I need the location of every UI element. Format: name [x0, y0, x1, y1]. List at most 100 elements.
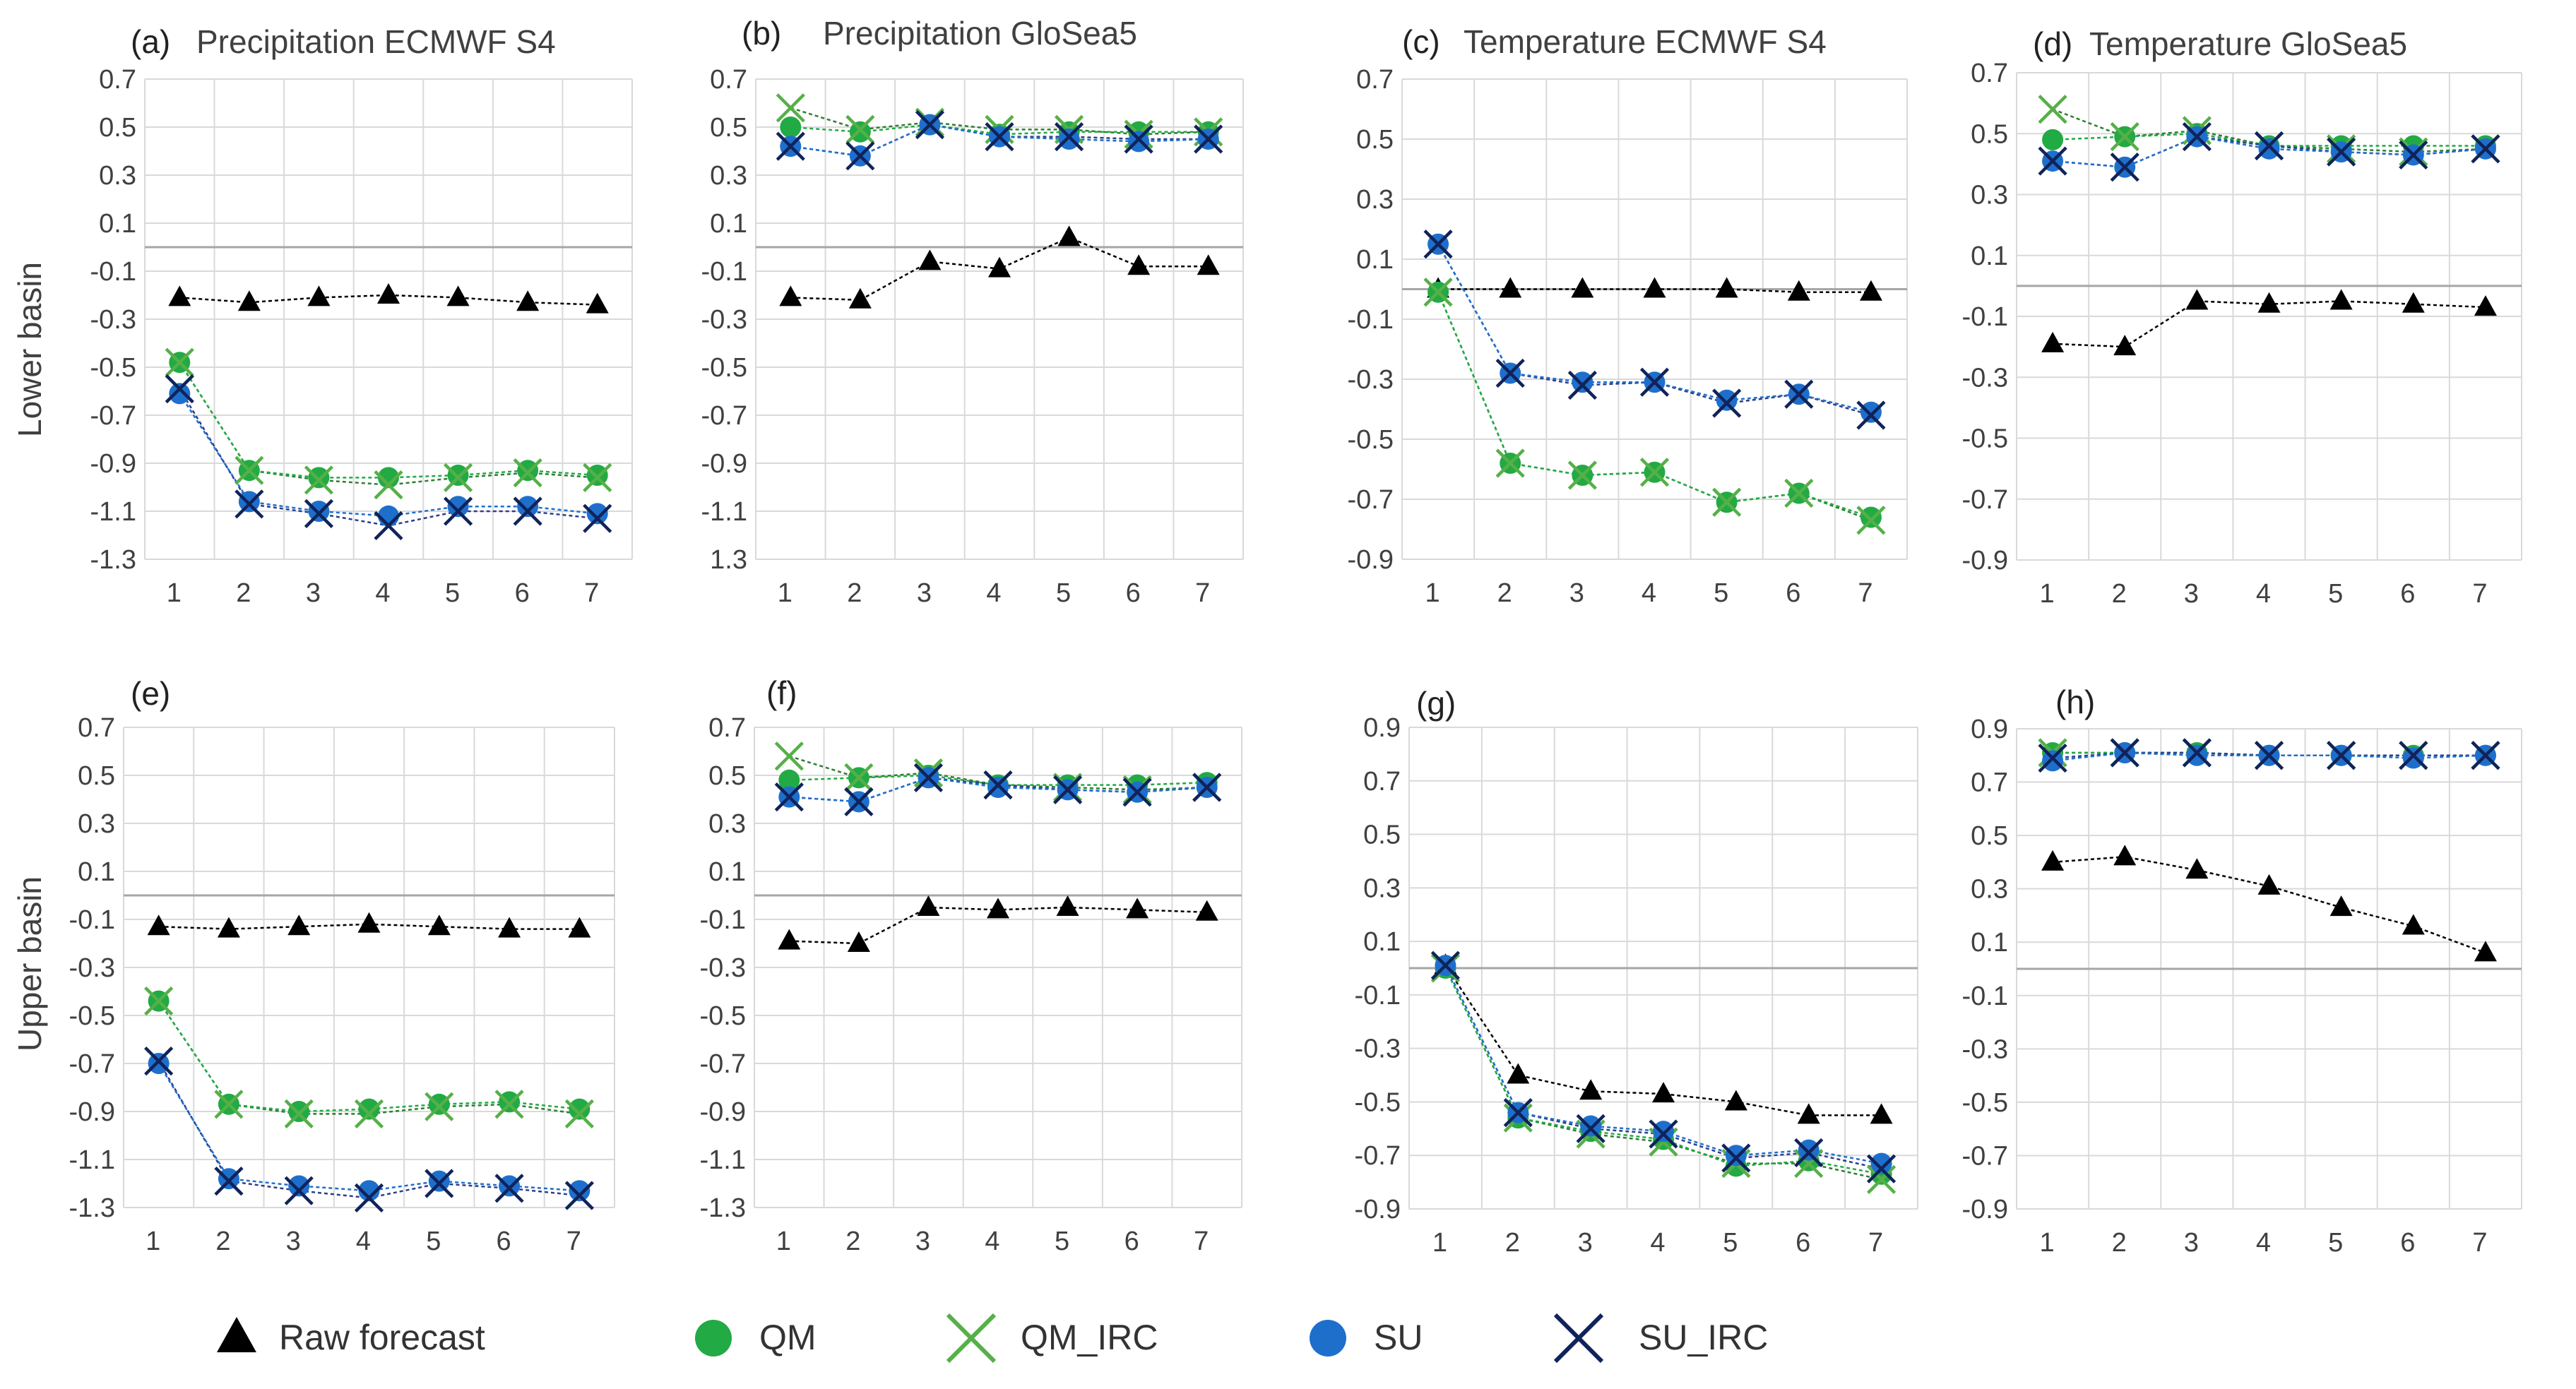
point-su_irc [985, 122, 1014, 152]
x-tick-label: 6 [1126, 578, 1141, 608]
legend-item-qm: QM [695, 1318, 817, 1357]
point-su_irc [844, 787, 874, 816]
point-qm [428, 1093, 450, 1115]
x-tick-label: 7 [1858, 578, 1872, 608]
y-tick-label: -0.5 [1348, 425, 1394, 455]
point-su_irc [1649, 1119, 1678, 1149]
legend-label: QM [759, 1318, 817, 1357]
series-line-qm [179, 362, 598, 479]
point-su_irc [2254, 131, 2284, 161]
point-su [238, 491, 260, 513]
point-qm [499, 1091, 521, 1113]
point-qm_irc [235, 455, 264, 485]
point-su_irc [1576, 1114, 1605, 1143]
point-qm_irc [513, 458, 542, 488]
point-raw [1499, 277, 1522, 298]
point-su_irc [2110, 738, 2139, 768]
x-tick-label: 1 [1432, 1228, 1447, 1258]
point-su [1716, 389, 1738, 411]
point-su_irc [1567, 370, 1597, 400]
point-qm [780, 117, 802, 138]
y-tick-label: -0.1 [700, 905, 746, 935]
x-tick-label: 3 [306, 578, 321, 608]
x-tick-label: 3 [2184, 1228, 2199, 1258]
point-qm [288, 1101, 310, 1122]
y-tick-label: -1.3 [90, 545, 136, 575]
point-su_irc [1052, 775, 1083, 804]
y-tick-label: 0.7 [710, 65, 747, 95]
y-tick-label: 0.1 [78, 857, 115, 887]
point-su_irc [374, 511, 403, 540]
point-raw [1643, 277, 1666, 298]
y-tick-label: -0.3 [701, 305, 747, 335]
point-qm_irc [583, 463, 612, 492]
legend-label: Raw forecast [279, 1318, 485, 1357]
panel-label: (h) [2055, 684, 2095, 720]
point-su_irc [2038, 743, 2067, 773]
point-su [1653, 1121, 1674, 1143]
point-su_irc [284, 1176, 314, 1205]
y-tick-label: 0.3 [99, 161, 136, 191]
point-qm_irc [844, 763, 874, 792]
point-qm_irc [354, 1099, 384, 1128]
y-tick-label: 0.3 [78, 809, 115, 839]
y-tick-label: -0.5 [90, 353, 136, 383]
y-tick-label: 0.1 [708, 857, 746, 887]
legend-label: SU [1374, 1318, 1423, 1357]
point-su [288, 1175, 310, 1197]
x-tick-label: 2 [215, 1227, 230, 1256]
point-su [2186, 744, 2208, 766]
y-tick-label: -1.3 [700, 1193, 746, 1223]
point-su [1870, 1152, 1892, 1174]
point-su_irc [774, 782, 804, 812]
point-qm [586, 465, 608, 486]
point-qm [378, 467, 399, 489]
point-raw [2329, 289, 2353, 310]
x-tick-label: 7 [584, 578, 599, 608]
point-qm_irc [214, 1090, 244, 1119]
point-su_irc [2254, 741, 2284, 770]
point-raw [1787, 280, 1810, 301]
point-qm_irc [494, 1090, 524, 1119]
point-raw [917, 895, 940, 916]
x-tick-label: 3 [286, 1227, 301, 1256]
panel-label: (f) [766, 674, 797, 711]
point-qm_irc [1495, 448, 1525, 478]
y-tick-label: -0.3 [1962, 1035, 2008, 1064]
point-raw [498, 917, 521, 938]
y-tick-label: 0.3 [1971, 181, 2008, 210]
point-raw [446, 285, 470, 306]
point-su_irc [776, 131, 805, 161]
x-tick-label: 6 [515, 578, 530, 608]
point-su_irc [443, 496, 473, 526]
series-line-raw [2052, 856, 2486, 954]
y-tick-label: -0.7 [1962, 1141, 2008, 1171]
y-tick-label: -0.9 [69, 1097, 115, 1127]
legend-item-raw: Raw forecast [217, 1317, 485, 1357]
point-su_irc [1122, 777, 1152, 807]
y-tick-label: 0.7 [1363, 767, 1401, 797]
x-tick-label: 4 [985, 1227, 999, 1256]
point-raw [427, 914, 451, 936]
point-raw [1715, 277, 1738, 298]
x-tick-label: 4 [986, 578, 1001, 608]
y-tick-label: -0.9 [90, 449, 136, 479]
point-su_irc [354, 1183, 384, 1212]
y-tick-label: -1.1 [701, 497, 747, 527]
y-tick-label: -0.9 [1962, 546, 2008, 576]
y-tick-label: -0.9 [700, 1097, 746, 1127]
point-raw [2329, 895, 2353, 917]
point-raw [1507, 1063, 1530, 1084]
x-tick-label: 7 [2472, 579, 2487, 609]
panels: 0.7 0.5 0.3 0.1 -0.1 -0.3 -0.5 -0.7 -0.9 -1.1 -1.3… [69, 15, 2522, 1258]
point-qm_irc [144, 986, 174, 1016]
point-su_irc [2327, 741, 2356, 770]
point-raw [1870, 1103, 1893, 1124]
x-tick-label: 4 [356, 1227, 371, 1256]
panel-d: 0.7 0.5 0.3 0.1 -0.1 -0.3 -0.5 -0.7 -0.9 1 2 3 4 5 6 7 (… [1962, 25, 2522, 609]
point-raw [1195, 900, 1218, 921]
point-su [447, 496, 469, 518]
point-su_irc [2399, 140, 2428, 170]
panel-label: (b) [742, 15, 781, 52]
